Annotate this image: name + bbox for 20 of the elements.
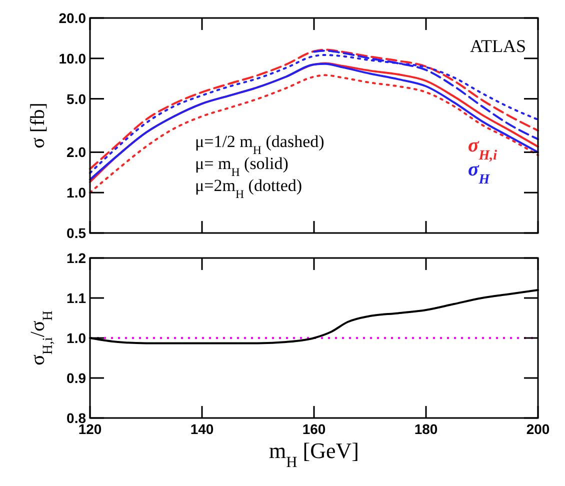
y-tick-label: 10.0: [58, 50, 86, 66]
y-tick-label: 1.2: [66, 250, 86, 266]
y-tick-label: 0.9: [66, 370, 86, 386]
x-tick-label: 200: [526, 421, 550, 437]
x-axis-title: m$_{H}$ [GeV]: [269, 438, 359, 470]
annotation: ATLAS: [470, 36, 526, 56]
annotation: μ= m$_{H}$ (solid): [195, 154, 288, 179]
y-tick-label: 1.1: [66, 290, 86, 306]
y-tick-label: 20.0: [58, 10, 86, 26]
y-tick-label: 2.0: [66, 144, 86, 160]
x-tick-label: 160: [302, 421, 326, 437]
y-tick-label: 5.0: [66, 90, 86, 107]
x-tick-label: 140: [190, 421, 214, 437]
y-tick-label: 1.0: [66, 330, 86, 346]
x-tick-label: 180: [414, 421, 438, 437]
annotation: μ=2m$_{H}$ (dotted): [195, 176, 302, 201]
annotation: μ=1/2 m$_{H}$ (dashed): [195, 132, 324, 157]
y-tick-label: 0.5: [66, 225, 86, 241]
y-axis-title: σ [fb]: [27, 102, 49, 148]
y-tick-label: 1.0: [66, 184, 86, 201]
